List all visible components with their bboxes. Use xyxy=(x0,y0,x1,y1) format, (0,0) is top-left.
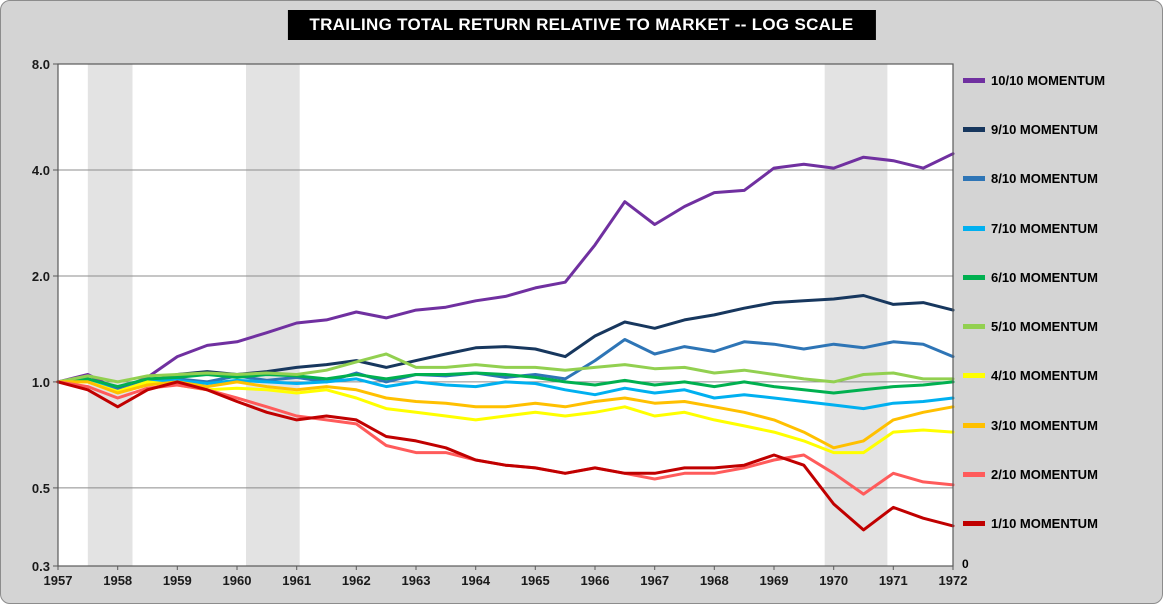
x-axis-label: 1964 xyxy=(461,573,491,588)
series-line-7-10-momentum xyxy=(56,377,955,411)
legend-label-7-10-momentum: 7/10 MOMENTUM xyxy=(991,220,1098,236)
y-axis-label: 0.5 xyxy=(32,481,50,496)
series-line-1-10-momentum xyxy=(56,380,955,532)
y-axis-label: 4.0 xyxy=(32,163,50,178)
legend-swatch-7-10-momentum xyxy=(963,225,985,231)
recession-band xyxy=(87,64,133,566)
legend-swatch-9-10-momentum xyxy=(963,127,985,133)
legend-swatch-6-10-momentum xyxy=(963,274,985,280)
x-axis-label: 1959 xyxy=(163,573,192,588)
legend-label-6-10-momentum: 6/10 MOMENTUM xyxy=(991,269,1098,285)
legend-label-10-10-momentum: 10/10 MOMENTUM xyxy=(991,73,1106,88)
x-axis-label: 1969 xyxy=(760,573,789,588)
legend-label-4-10-momentum: 4/10 MOMENTUM xyxy=(991,368,1098,384)
x-axis-label: 1961 xyxy=(282,573,311,588)
legend-item-3-10-momentum: 3/10 MOMENTUM xyxy=(963,418,1105,433)
legend-item-7-10-momentum: 7/10 MOMENTUM xyxy=(963,221,1105,236)
legend-swatch-1-10-momentum xyxy=(963,520,985,526)
series-line-5-10-momentum xyxy=(56,352,955,384)
legend-label-9-10-momentum: 9/10 MOMENTUM xyxy=(991,122,1098,138)
x-axis-label: 1960 xyxy=(223,573,252,588)
y-axis-label: 1.0 xyxy=(32,375,50,390)
x-axis-label: 1962 xyxy=(342,573,371,588)
series-line-8-10-momentum xyxy=(56,338,955,392)
legend-swatch-10-10-momentum xyxy=(963,78,985,83)
legend-swatch-3-10-momentum xyxy=(963,422,985,428)
x-axis-label: 1971 xyxy=(879,573,908,588)
legend-label-8-10-momentum: 8/10 MOMENTUM xyxy=(991,171,1098,187)
legend-swatch-8-10-momentum xyxy=(963,176,985,182)
legend-item-5-10-momentum: 5/10 MOMENTUM xyxy=(963,319,1105,334)
recession-band xyxy=(246,64,300,566)
legend-item-2-10-momentum: 2/10 MOMENTUM xyxy=(963,467,1105,482)
legend-swatch-4-10-momentum xyxy=(963,373,985,379)
y-axis-label: 8.0 xyxy=(32,57,50,72)
legend-item-9-10-momentum: 9/10 MOMENTUM xyxy=(963,122,1105,137)
x-axis-label: 1968 xyxy=(700,573,729,588)
series-line-10-10-momentum xyxy=(56,152,955,392)
legend-item-6-10-momentum: 6/10 MOMENTUM xyxy=(963,270,1105,285)
recession-band xyxy=(824,64,888,566)
y-axis-label: 0.3 xyxy=(32,559,50,574)
legend-item-10-10-momentum: 10/10 MOMENTUM xyxy=(963,73,1105,88)
legend: 10/10 MOMENTUM 9/10 MOMENTUM 8/10 MOMENTUM… xyxy=(963,73,1105,531)
plot-border xyxy=(57,63,954,567)
legend-item-1-10-momentum: 1/10 MOMENTUM xyxy=(963,516,1105,531)
legend-label-3-10-momentum: 3/10 MOMENTUM xyxy=(991,417,1098,433)
legend-item-4-10-momentum: 4/10 MOMENTUM xyxy=(963,368,1105,383)
legend-label-5-10-momentum: 5/10 MOMENTUM xyxy=(991,319,1098,335)
legend-label-1-10-momentum: 1/10 MOMENTUM xyxy=(991,515,1098,531)
chart-title: TRAILING TOTAL RETURN RELATIVE TO MARKET… xyxy=(287,10,876,40)
x-axis-label: 1967 xyxy=(640,573,669,588)
legend-swatch-2-10-momentum xyxy=(963,471,985,477)
series-line-3-10-momentum xyxy=(56,380,955,450)
legend-label-2-10-momentum: 2/10 MOMENTUM xyxy=(991,466,1098,482)
secondary-axis-label: 0 xyxy=(962,557,969,571)
x-axis-label: 1963 xyxy=(402,573,431,588)
legend-swatch-5-10-momentum xyxy=(963,324,985,330)
legend-item-8-10-momentum: 8/10 MOMENTUM xyxy=(963,171,1105,186)
x-axis-label: 1970 xyxy=(819,573,848,588)
x-axis-label: 1966 xyxy=(581,573,610,588)
x-axis-label: 1965 xyxy=(521,573,550,588)
x-axis-label: 1958 xyxy=(103,573,132,588)
x-axis-label: 1972 xyxy=(939,573,968,588)
x-axis-label: 1957 xyxy=(44,573,73,588)
y-axis-label: 2.0 xyxy=(32,269,50,284)
plot-area xyxy=(58,64,953,566)
